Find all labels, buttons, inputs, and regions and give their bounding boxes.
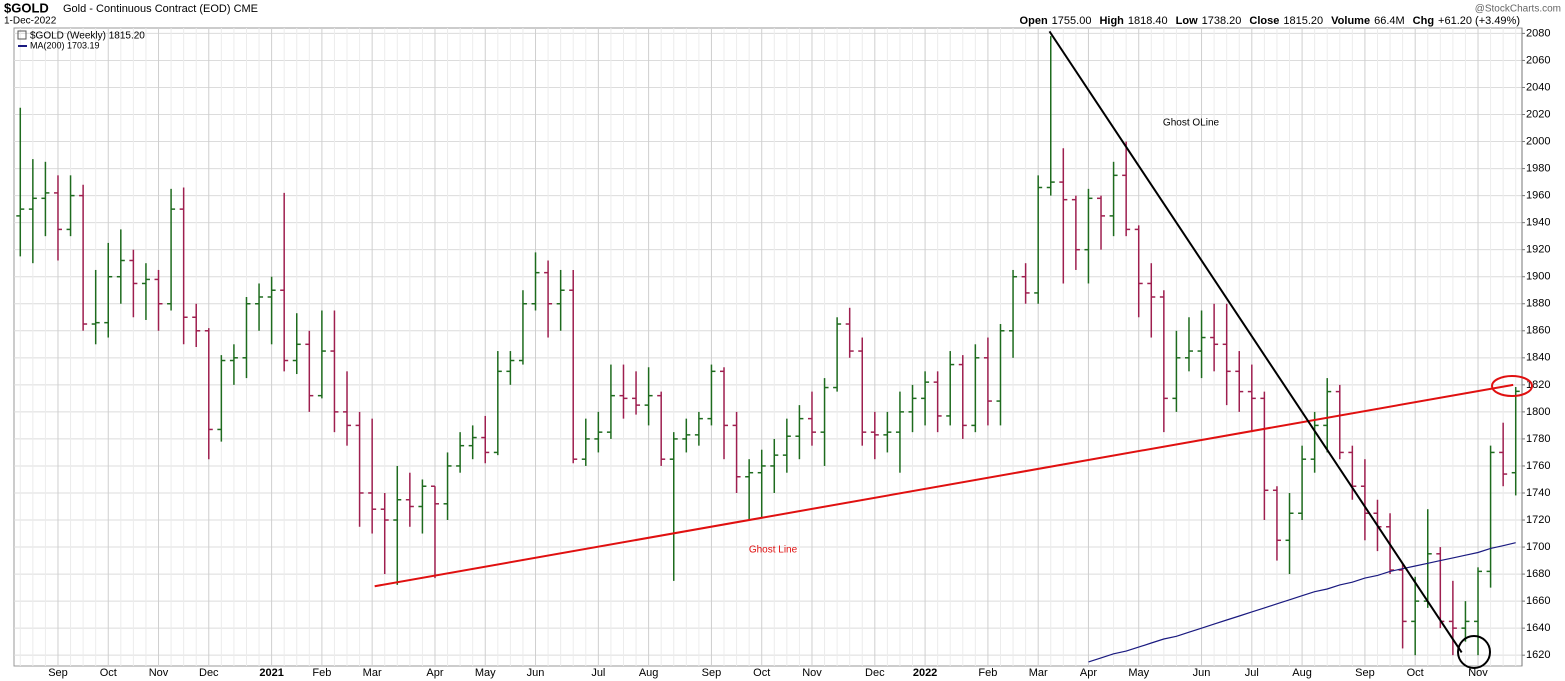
quote-label: Open <box>1020 15 1048 27</box>
y-tick-label: 1900 <box>1526 271 1550 283</box>
x-tick-label: Dec <box>199 667 219 679</box>
y-tick-label: 1620 <box>1526 649 1550 661</box>
legend-swatch <box>17 30 27 40</box>
quote-label: High <box>1099 15 1124 27</box>
quote-value: +61.20 (+3.49%) <box>1438 15 1520 27</box>
y-tick-label: 1920 <box>1526 244 1550 256</box>
x-tick-label: May <box>1128 667 1149 679</box>
x-tick-label: Jun <box>1193 667 1211 679</box>
x-tick-label: Nov <box>1468 667 1488 679</box>
y-tick-label: 1840 <box>1526 352 1550 364</box>
x-tick-label: Oct <box>753 667 770 679</box>
legend: $GOLD (Weekly) 1815.20 MA(200) 1703.19 <box>17 30 145 50</box>
legend-label: $GOLD (Weekly) 1815.20 <box>30 31 145 42</box>
watermark: @StockCharts.com <box>1475 4 1561 15</box>
y-tick-label: 1640 <box>1526 622 1550 634</box>
x-tick-label: Oct <box>100 667 117 679</box>
chart-date: 1-Dec-2022 <box>4 16 57 27</box>
y-tick-label: 1960 <box>1526 190 1550 202</box>
x-tick-label: Aug <box>1292 667 1312 679</box>
trend-line <box>374 383 1514 588</box>
annotation: Ghost OLine <box>1163 118 1220 129</box>
y-tick-label: 1800 <box>1526 406 1550 418</box>
x-tick-label: Jun <box>527 667 545 679</box>
y-tick-label: 2060 <box>1526 54 1550 66</box>
x-tick-label: Apr <box>1080 667 1097 679</box>
y-tick-label: 1760 <box>1526 460 1550 472</box>
quote-label: Chg <box>1413 15 1434 27</box>
y-tick-label: 1700 <box>1526 541 1550 553</box>
y-tick-label: 1880 <box>1526 298 1550 310</box>
overlays <box>374 30 1516 663</box>
quote-label: Low <box>1176 15 1198 27</box>
quote-value: 1818.40 <box>1128 15 1168 27</box>
x-tick-label: Mar <box>363 667 382 679</box>
y-tick-label: 2080 <box>1526 27 1550 39</box>
y-tick-label: 1740 <box>1526 487 1550 499</box>
x-tick-label: Oct <box>1407 667 1424 679</box>
x-tick-label: 2021 <box>259 667 283 679</box>
x-tick-label: Jul <box>591 667 605 679</box>
y-tick-label: 1660 <box>1526 595 1550 607</box>
highlight-circle <box>1491 375 1533 397</box>
quote-label: Close <box>1249 15 1279 27</box>
y-tick-label: 2000 <box>1526 135 1550 147</box>
y-tick-label: 1780 <box>1526 433 1550 445</box>
x-tick-label: Apr <box>426 667 443 679</box>
legend-label: MA(200) 1703.19 <box>30 40 100 50</box>
x-tick-label: Jul <box>1245 667 1259 679</box>
y-tick-label: 1860 <box>1526 325 1550 337</box>
x-tick-label: Sep <box>48 667 68 679</box>
y-tick-label: 1720 <box>1526 514 1550 526</box>
quote-line: Open 1755.00 High 1818.40 Low 1738.20 Close 181… <box>1020 15 1520 27</box>
quote-value: 1815.20 <box>1283 15 1323 27</box>
x-tick-label: Sep <box>702 667 722 679</box>
x-tick-label: Feb <box>978 667 997 679</box>
quote-value: 1738.20 <box>1202 15 1242 27</box>
chart-title: $GOLD <box>4 0 49 15</box>
y-tick-label: 1680 <box>1526 568 1550 580</box>
x-tick-label: 2022 <box>913 667 937 679</box>
bars <box>16 36 1520 656</box>
x-tick-label: Dec <box>865 667 885 679</box>
annotation: Ghost Line <box>749 545 798 556</box>
y-tick-label: 2040 <box>1526 81 1550 93</box>
quote-label: Volume <box>1331 15 1370 27</box>
y-tick-label: 1940 <box>1526 217 1550 229</box>
ma-line <box>1088 542 1516 663</box>
trend-line <box>1048 30 1463 654</box>
x-tick-label: Nov <box>802 667 822 679</box>
y-tick-label: 1980 <box>1526 162 1550 174</box>
x-tick-label: Sep <box>1355 667 1375 679</box>
x-tick-label: Feb <box>312 667 331 679</box>
y-tick-label: 2020 <box>1526 108 1550 120</box>
quote-value: 1755.00 <box>1052 15 1092 27</box>
x-tick-label: Aug <box>639 667 659 679</box>
chart-subtitle: Gold - Continuous Contract (EOD) CME <box>63 3 258 15</box>
quote-value: 66.4M <box>1374 15 1405 27</box>
x-tick-label: May <box>475 667 496 679</box>
highlight-circle <box>1457 635 1491 669</box>
x-tick-label: Nov <box>149 667 169 679</box>
x-tick-label: Mar <box>1029 667 1048 679</box>
